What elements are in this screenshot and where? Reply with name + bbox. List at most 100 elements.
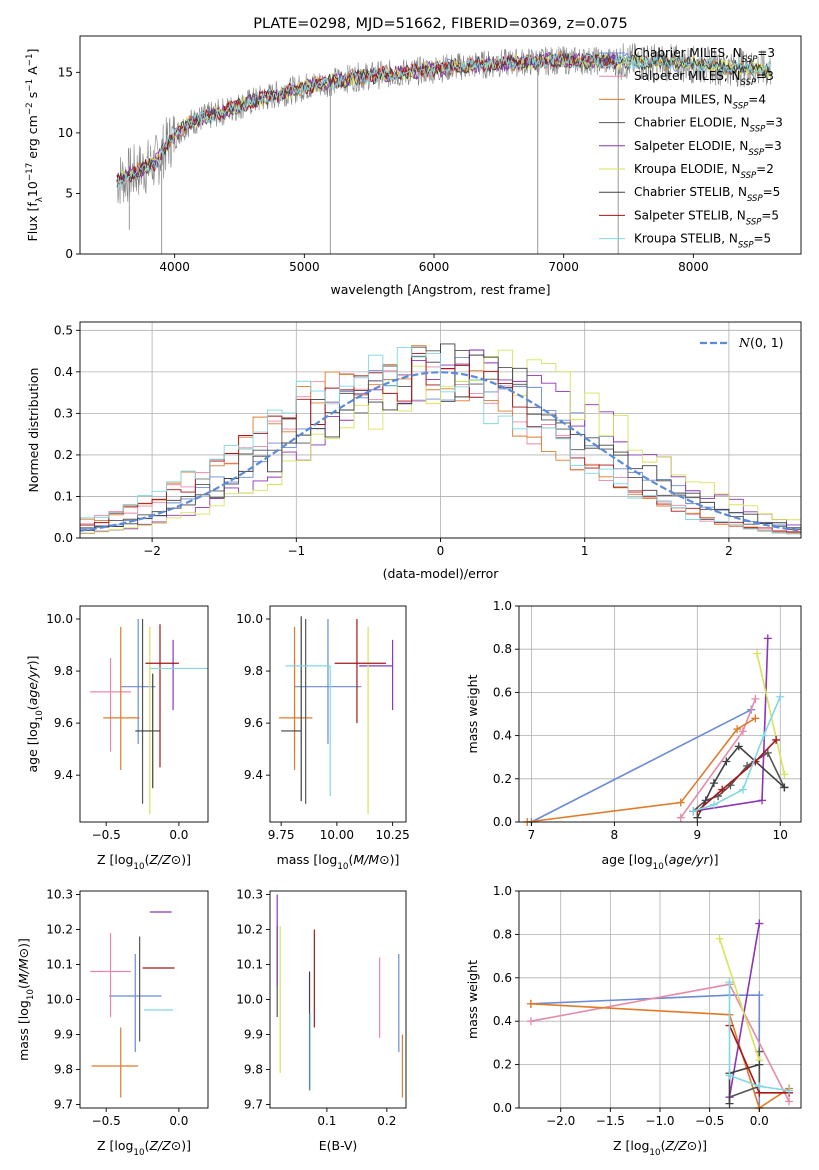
mw-vs-age-ytick-label-1: 0.2 xyxy=(493,772,512,786)
spectrum-frame xyxy=(79,35,802,255)
mw-vs-age-marker-chabrier-stelib-4 xyxy=(780,783,789,792)
mw-vs-Z-marker-kroupa-elodie-0 xyxy=(715,934,724,943)
mw-vs-age-marker-salpeter-miles-0 xyxy=(676,813,685,822)
mass-vs-Z-ylabel: mass [log10(M/M⊙)] xyxy=(16,938,36,1061)
mw-vs-Z-marker-chabrier-stelib-2 xyxy=(755,1060,764,1069)
mw-vs-Z-xtick-label-0: −2.0 xyxy=(546,1114,575,1128)
mw-vs-age-ytick-label-0: 0.0 xyxy=(493,815,512,829)
mw-vs-age-xtick-label-1: 8 xyxy=(611,828,619,842)
mw-vs-age-xlabel: age [log10(age/yr)] xyxy=(601,852,718,872)
mw-vs-age-marker-kroupa-stelib-1 xyxy=(709,800,718,809)
mw-vs-Z-marker-kroupa-stelib-3 xyxy=(785,1086,794,1095)
residuals-ytick-label-4: 0.4 xyxy=(54,365,73,379)
mass-vs-Z-ytick-label-3: 10.0 xyxy=(46,993,73,1007)
legend-label-salpeter-elodie: Salpeter ELODIE, NSSP=3 xyxy=(634,139,782,158)
spectrum-ytick-label-3: 15 xyxy=(58,65,73,79)
mass-vs-Z-xtick-label-1: 0.0 xyxy=(169,1114,188,1128)
mw-vs-Z-marker-kroupa-stelib-0 xyxy=(725,978,734,987)
mw-vs-Z-marker-salpeter-miles-0 xyxy=(526,1017,535,1026)
age-vs-mass-ytick-label-3: 10.0 xyxy=(236,612,263,626)
mw-vs-Z-ytick-label-1: 0.2 xyxy=(493,1058,512,1072)
mw-vs-Z-ytick-label-0: 0.0 xyxy=(493,1101,512,1115)
mw-vs-Z-marker-salpeter-elodie-1 xyxy=(755,919,764,928)
mass-vs-Z-ylabel-group: mass [log10(M/M⊙)] xyxy=(16,938,36,1061)
mw-vs-age-marker-salpeter-elodie-1 xyxy=(758,796,767,805)
residuals-xtick-label-4: 2 xyxy=(725,544,733,558)
mw-vs-Z-marker-salpeter-miles-2 xyxy=(785,1097,794,1106)
spectrum-chart: 4000 5000 6000 7000 8000 0 5 10 15 Chabrier MILES… xyxy=(25,16,802,297)
mw-vs-age-marker-kroupa-miles-2 xyxy=(733,725,742,734)
age-vs-Z-chart: −0.5 0.0 9.4 9.6 9.8 10.0 Z [log10(Z/Z⊙)] age [… xyxy=(25,605,209,872)
spectrum-xtick-label-0: 4000 xyxy=(159,260,190,274)
residuals-ytick-label-3: 0.3 xyxy=(54,406,73,420)
spectrum-ylabel-group: Flux [fλ10−17 erg cm−2 s−1 A−1] xyxy=(25,49,45,242)
spectrum-xtick-label-4: 8000 xyxy=(678,260,709,274)
mw-vs-age-line-chabrier-miles xyxy=(531,708,752,823)
legend-label-chabrier-stelib: Chabrier STELIB, NSSP=5 xyxy=(634,185,780,204)
mw-vs-age-chart: 7 8 9 10 0.0 0.2 0.4 0.6 0.8 1.0 age [log10(age/yr… xyxy=(465,599,802,872)
mass-vs-ebv-ytick-label-2: 9.9 xyxy=(244,1028,263,1042)
legend-label-kroupa-elodie: Kroupa ELODIE, NSSP=2 xyxy=(634,162,774,181)
legend-label-chabrier-elodie: Chabrier ELODIE, NSSP=3 xyxy=(634,116,783,135)
mw-vs-age-xtick-label-0: 7 xyxy=(528,828,536,842)
mw-vs-age-ytick-label-3: 0.6 xyxy=(493,685,512,699)
mass-vs-ebv-frame xyxy=(269,890,407,1109)
legend-label-chabrier-miles: Chabrier MILES, NSSP=3 xyxy=(634,46,775,65)
age-vs-Z-frame xyxy=(79,605,209,823)
residuals-hist-kroupa-elodie xyxy=(80,349,801,534)
age-vs-Z-ytick-label-0: 9.4 xyxy=(54,768,73,782)
spectrum-xlabel: wavelength [Angstrom, rest frame] xyxy=(330,282,550,297)
mw-vs-age-ylabel: mass weight xyxy=(465,674,480,753)
mass-vs-ebv-ytick-label-1: 9.8 xyxy=(244,1063,263,1077)
mw-vs-age-marker-kroupa-stelib-2 xyxy=(738,785,747,794)
mw-vs-age-line-kroupa-miles xyxy=(527,717,756,823)
residuals-gaussian-line xyxy=(80,371,799,532)
mass-vs-ebv-chart: 0.1 0.2 9.7 9.8 9.9 10.0 10.1 10.2 10.3 E(B-V) xyxy=(236,888,407,1153)
mw-vs-age-marker-chabrier-stelib-1 xyxy=(709,779,718,788)
mw-vs-Z-marker-chabrier-stelib-0 xyxy=(725,1099,734,1108)
spectrum-ytick-label-0: 0 xyxy=(65,247,73,261)
mass-vs-ebv-xtick-label-0: 0.1 xyxy=(317,1114,336,1128)
legend-label-kroupa-miles: Kroupa MILES, NSSP=4 xyxy=(634,92,766,111)
mass-vs-ebv-ytick-label-4: 10.1 xyxy=(236,958,263,972)
mw-vs-age-marker-chabrier-elodie-5 xyxy=(763,748,772,757)
mw-vs-Z-line-salpeter-elodie xyxy=(728,923,761,1098)
spectrum-ytick-label-1: 5 xyxy=(65,186,73,200)
legend-label-kroupa-stelib: Kroupa STELIB, NSSP=5 xyxy=(634,232,771,251)
mw-vs-Z-marker-kroupa-stelib-2 xyxy=(755,1082,764,1091)
residuals-chart: −2 −1 0 1 2 0.0 0.1 0.2 0.3 0.4 0.5 N(0, 1) (data-mo… xyxy=(26,321,802,581)
mw-vs-age-line-chabrier-stelib xyxy=(696,745,785,819)
mw-vs-age-marker-kroupa-elodie-1 xyxy=(780,770,789,779)
mw-vs-age-marker-kroupa-miles-3 xyxy=(751,714,760,723)
age-vs-Z-xtick-label-1: 0.0 xyxy=(169,828,188,842)
mass-vs-ebv-ytick-label-6: 10.3 xyxy=(236,888,263,902)
residuals-ylabel: Normed distribution xyxy=(26,368,41,493)
mw-vs-age-marker-salpeter-miles-2 xyxy=(751,694,760,703)
spectrum-model-kroupa-stelib xyxy=(116,52,771,188)
mw-vs-Z-xtick-label-1: −1.5 xyxy=(596,1114,625,1128)
mw-vs-age-marker-kroupa-stelib-3 xyxy=(759,731,768,740)
age-vs-mass-chart: 9.75 10.00 10.25 9.4 9.6 9.8 10.0 mass [log10(M… xyxy=(236,605,410,872)
mass-vs-ebv-xlabel: E(B-V) xyxy=(319,1138,358,1153)
mass-vs-Z-chart: −0.5 0.0 9.7 9.8 9.9 10.0 10.1 10.2 10.3 Z [log10… xyxy=(16,888,209,1158)
mass-vs-Z-ytick-label-2: 9.9 xyxy=(54,1028,73,1042)
age-vs-mass-xlabel: mass [log10(M/M⊙)] xyxy=(277,852,400,872)
mw-vs-Z-xtick-label-2: −1.0 xyxy=(645,1114,674,1128)
spectrum-xtick-label-1: 5000 xyxy=(289,260,320,274)
mw-vs-age-marker-kroupa-miles-1 xyxy=(676,798,685,807)
mw-vs-Z-marker-kroupa-stelib-1 xyxy=(725,1071,734,1080)
age-vs-Z-ytick-label-2: 9.8 xyxy=(54,664,73,678)
mass-vs-Z-ytick-label-6: 10.3 xyxy=(46,888,73,902)
mw-vs-Z-ytick-label-4: 0.8 xyxy=(493,927,512,941)
mw-vs-age-marker-salpeter-stelib-3 xyxy=(772,735,781,744)
mass-vs-ebv-xtick-label-1: 0.2 xyxy=(377,1114,396,1128)
mw-vs-age-line-salpeter-stelib xyxy=(696,739,777,812)
mw-vs-age-xtick-label-3: 10 xyxy=(773,828,788,842)
mw-vs-Z-ylabel: mass weight xyxy=(465,960,480,1039)
mw-vs-Z-line-kroupa-stelib xyxy=(728,982,790,1092)
residuals-ytick-label-2: 0.2 xyxy=(54,448,73,462)
legend-label-salpeter-miles: Salpeter MILES, NSSP=3 xyxy=(634,69,774,88)
mw-vs-Z-xtick-label-4: 0.0 xyxy=(750,1114,769,1128)
residuals-xtick-label-0: −2 xyxy=(143,544,161,558)
